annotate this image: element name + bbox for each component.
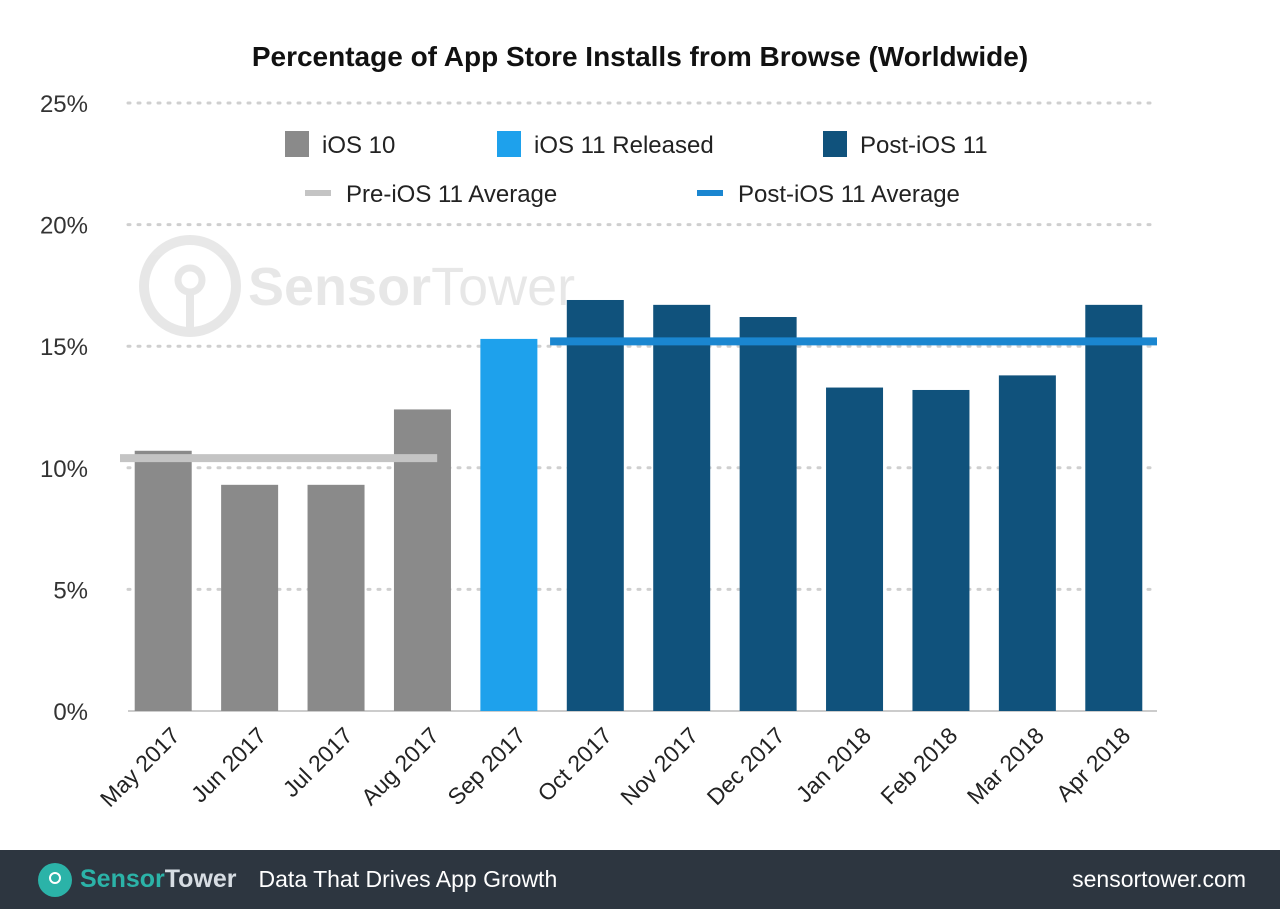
site-link[interactable]: sensortower.com (1072, 866, 1246, 892)
x-tick-label: Oct 2017 (532, 722, 616, 806)
tagline: Data That Drives App Growth (258, 866, 558, 892)
logo-icon (38, 862, 72, 897)
bar-jun-2017 (221, 484, 279, 711)
bar-sep-2017 (480, 338, 538, 711)
bar-dec-2017 (739, 317, 797, 711)
chart-title: Percentage of App Store Installs from Br… (252, 41, 1028, 72)
x-tick-label: Nov 2017 (615, 722, 703, 810)
legend-swatch (823, 131, 847, 157)
x-tick-label: Jan 2018 (791, 722, 876, 807)
legend-swatch (285, 131, 309, 157)
x-tick-label: Mar 2018 (962, 722, 1049, 809)
bar-nov-2017 (653, 304, 711, 711)
legend-label: iOS 10 (322, 132, 395, 159)
brand-sensor: Sensor (80, 865, 165, 893)
y-tick-label: 10% (40, 456, 88, 483)
footer: SensorTower Data That Drives App Growth … (0, 850, 1280, 909)
x-tick-label: Apr 2018 (1051, 722, 1135, 806)
bar-may-2017 (134, 450, 192, 711)
bar-jan-2018 (826, 387, 884, 711)
chart: Percentage of App Store Installs from Br… (40, 41, 1159, 812)
bar-apr-2018 (1085, 304, 1143, 711)
y-tick-label: 5% (53, 577, 88, 604)
svg-text:SensorTower: SensorTower (248, 257, 575, 317)
y-tick-label: 20% (40, 213, 88, 240)
bar-jul-2017 (307, 484, 365, 711)
y-tick-label: 0% (53, 699, 88, 726)
x-tick-label: Dec 2017 (702, 722, 790, 810)
y-tick-label: 25% (40, 91, 88, 118)
x-tick-label: Jul 2017 (278, 722, 358, 802)
legend-label: Pre-iOS 11 Average (346, 181, 557, 208)
x-tick-label: May 2017 (95, 722, 185, 812)
x-tick-label: Feb 2018 (875, 722, 962, 809)
x-tick-label: Aug 2017 (356, 722, 444, 810)
legend-swatch (497, 131, 521, 157)
y-tick-label: 15% (40, 334, 88, 361)
sensortower-logo: SensorTower (38, 862, 237, 897)
bar-mar-2018 (998, 375, 1056, 711)
bar-oct-2017 (566, 299, 624, 711)
bar-feb-2018 (912, 389, 970, 711)
x-tick-label: Sep 2017 (442, 722, 530, 810)
legend-label: Post-iOS 11 (860, 132, 988, 159)
legend-label: iOS 11 Released (534, 132, 714, 159)
legend-label: Post-iOS 11 Average (738, 181, 960, 208)
x-tick-label: Jun 2017 (186, 722, 271, 807)
brand-tower: Tower (164, 865, 237, 893)
watermark-logo: SensorTower (139, 235, 575, 337)
